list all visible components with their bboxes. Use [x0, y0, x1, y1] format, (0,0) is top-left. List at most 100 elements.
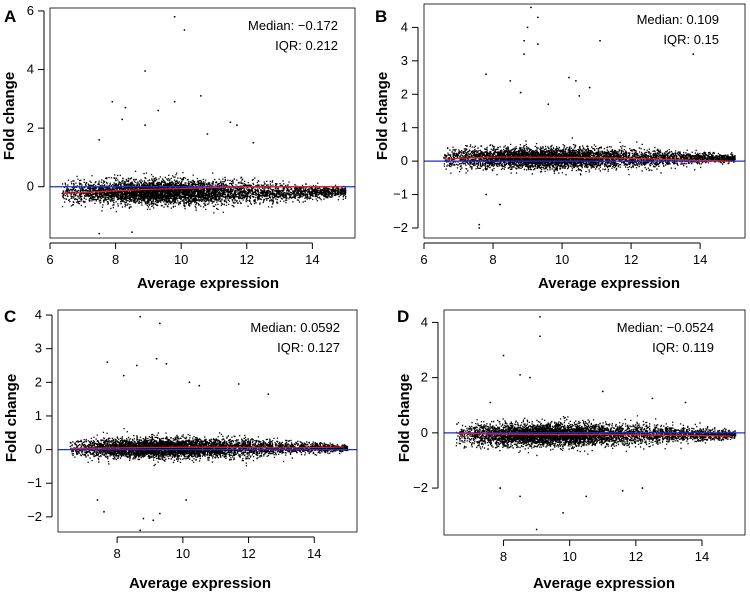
- x-tick-label-d: 12: [629, 549, 643, 564]
- outlier-point-c: [158, 322, 161, 325]
- x-tick-label-c: 14: [307, 546, 321, 561]
- y-tick-label-c: 4: [35, 307, 42, 322]
- panel-letter-b: B: [375, 7, 387, 26]
- outlier-point-a: [124, 106, 127, 109]
- x-tick-label-b: 8: [489, 252, 496, 267]
- outlier-point-c: [142, 517, 145, 520]
- x-tick-label-d: 14: [695, 549, 709, 564]
- outlier-point-c: [106, 361, 109, 364]
- outlier-point-d: [562, 512, 564, 514]
- outlier-point-c: [139, 315, 142, 318]
- outlier-point-c: [139, 529, 142, 532]
- outlier-point-c: [155, 357, 158, 360]
- x-tick-label-a: 10: [174, 252, 188, 267]
- panel-letter-c: C: [4, 307, 16, 326]
- fit-lines-b: [423, 3, 746, 239]
- axes-d: −2 0 2 4 8 10 12 14: [413, 314, 709, 564]
- outlier-point-d: [519, 373, 521, 376]
- outlier-point-d: [502, 354, 505, 357]
- iqr-label-c: IQR: 0.127: [277, 340, 340, 355]
- x-tick-label-d: 8: [500, 549, 507, 564]
- outlier-point-a: [183, 29, 186, 31]
- outlier-point-b: [530, 6, 532, 9]
- outlier-point-a: [199, 94, 202, 97]
- fit-lines-a: [49, 7, 356, 239]
- x-tick-label-c: 12: [241, 546, 255, 561]
- iqr-label-d: IQR: 0.119: [652, 340, 714, 355]
- outlier-point-c: [122, 374, 125, 377]
- y-tick-label-a: 4: [27, 62, 34, 77]
- outlier-point-a: [206, 133, 209, 135]
- point-cloud-b: [443, 137, 736, 176]
- scatter-points-a: [61, 15, 347, 235]
- y-tick-label-c: −1: [27, 475, 42, 490]
- y-axis-title-c: Fold change: [3, 374, 20, 462]
- y-axis-title-a: Fold change: [1, 72, 18, 160]
- y-tick-label-d: 0: [421, 425, 428, 440]
- outlier-point-d: [539, 316, 541, 318]
- scatter-points-d: [455, 316, 737, 531]
- y-tick-label-b: 3: [401, 53, 408, 68]
- panel-letter-a: A: [4, 7, 16, 26]
- median-label-b: Median: 0.109: [637, 12, 719, 27]
- outlier-point-b: [568, 76, 570, 79]
- outlier-point-a: [229, 121, 232, 124]
- outlier-point-b: [692, 53, 695, 56]
- trend-line-d: [457, 432, 732, 437]
- outlier-point-b: [537, 16, 539, 19]
- outlier-point-d: [621, 489, 624, 492]
- iqr-label-a: IQR: 0.212: [275, 38, 338, 53]
- x-axis-title-a: Average expression: [137, 275, 279, 292]
- y-tick-label-a: 2: [27, 120, 34, 135]
- outlier-point-d: [585, 495, 588, 498]
- x-tick-label-b: 12: [624, 252, 638, 267]
- y-tick-label-c: −2: [27, 509, 42, 524]
- x-tick-label-a: 12: [240, 252, 254, 267]
- plot-frame-d: [443, 309, 746, 536]
- trend-line-b: [444, 156, 732, 162]
- outlier-point-a: [144, 70, 147, 72]
- outlier-point-a: [131, 231, 133, 234]
- x-tick-label-b: 6: [420, 252, 427, 267]
- y-tick-label-c: 2: [35, 374, 42, 389]
- panel-letter-d: D: [397, 307, 409, 326]
- point-cloud-a: [61, 170, 347, 214]
- x-tick-label-b: 10: [555, 252, 569, 267]
- outlier-point-b: [574, 79, 577, 82]
- outlier-point-a: [157, 109, 160, 112]
- outlier-point-b: [578, 95, 581, 97]
- x-tick-label-a: 6: [46, 252, 53, 267]
- trend-line-a: [63, 186, 342, 195]
- fit-lines-c: [57, 309, 358, 533]
- outlier-point-a: [98, 138, 101, 141]
- outlier-point-b: [478, 223, 481, 226]
- y-tick-label-a: 0: [27, 179, 34, 194]
- axes-a: 0 2 4 6 6 8 10 12 14: [27, 3, 320, 267]
- panel-c: C Fold change Average expression Median:…: [3, 307, 358, 592]
- outlier-point-c: [135, 364, 138, 367]
- median-label-d: Median: −0.0524: [617, 320, 714, 335]
- x-tick-label-d: 10: [562, 549, 576, 564]
- outlier-point-b: [485, 193, 488, 196]
- x-tick-label-a: 8: [112, 252, 119, 267]
- outlier-point-c: [152, 519, 155, 522]
- outlier-point-b: [523, 53, 525, 56]
- y-axis-title-b: Fold change: [374, 72, 391, 160]
- y-tick-label-b: 2: [401, 86, 408, 101]
- x-tick-label-b: 14: [693, 252, 707, 267]
- y-axis-title-d: Fold change: [396, 374, 413, 462]
- outlier-point-d: [529, 376, 531, 379]
- y-tick-label-d: 4: [421, 314, 428, 329]
- trend-line-c: [71, 446, 344, 450]
- outlier-point-b: [509, 79, 512, 82]
- point-cloud-d: [455, 415, 737, 457]
- plot-frame-c: [57, 309, 358, 533]
- panel-a: A Fold change Average expression Median:…: [1, 3, 356, 292]
- y-tick-label-c: 0: [35, 442, 42, 457]
- outlier-point-a: [111, 100, 114, 103]
- x-tick-label-c: 10: [176, 546, 190, 561]
- outlier-point-a: [252, 141, 255, 144]
- plot-frame-b: [423, 3, 746, 239]
- y-tick-label-b: −2: [393, 220, 408, 235]
- outlier-point-b: [588, 86, 591, 89]
